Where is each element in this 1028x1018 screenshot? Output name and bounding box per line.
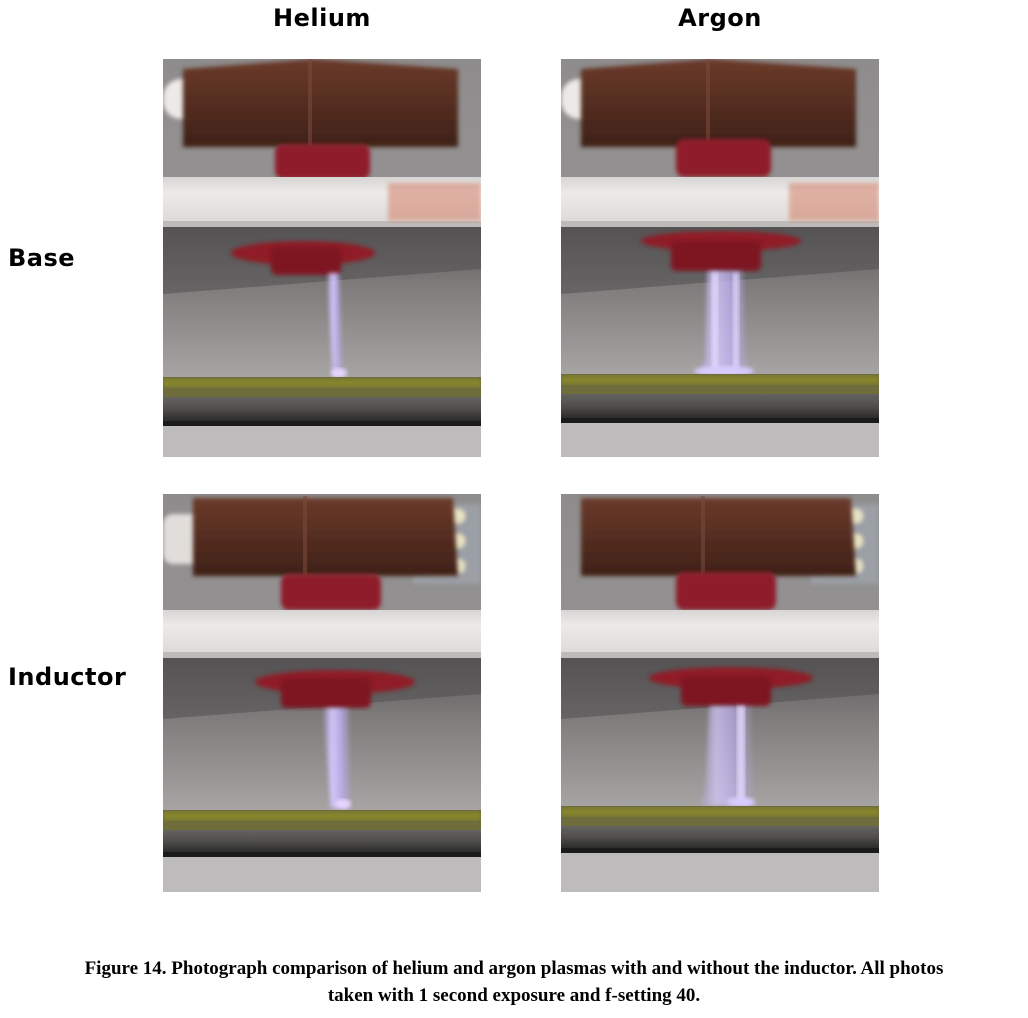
photo-inductor-argon [561, 494, 879, 892]
photo-inductor-helium [163, 494, 481, 892]
photo-base-helium [163, 59, 481, 457]
column-header-argon: Argon [678, 4, 762, 32]
caption-line-2: taken with 1 second exposure and f-setti… [327, 985, 701, 1006]
row-header-base: Base [8, 244, 76, 272]
figure-caption: Figure 14. Photograph comparison of heli… [0, 955, 1028, 1009]
photo-base-argon [561, 59, 879, 457]
column-header-helium: Helium [273, 4, 371, 32]
row-header-inductor: Inductor [8, 663, 127, 691]
caption-line-1: Figure 14. Photograph comparison of heli… [84, 958, 944, 979]
